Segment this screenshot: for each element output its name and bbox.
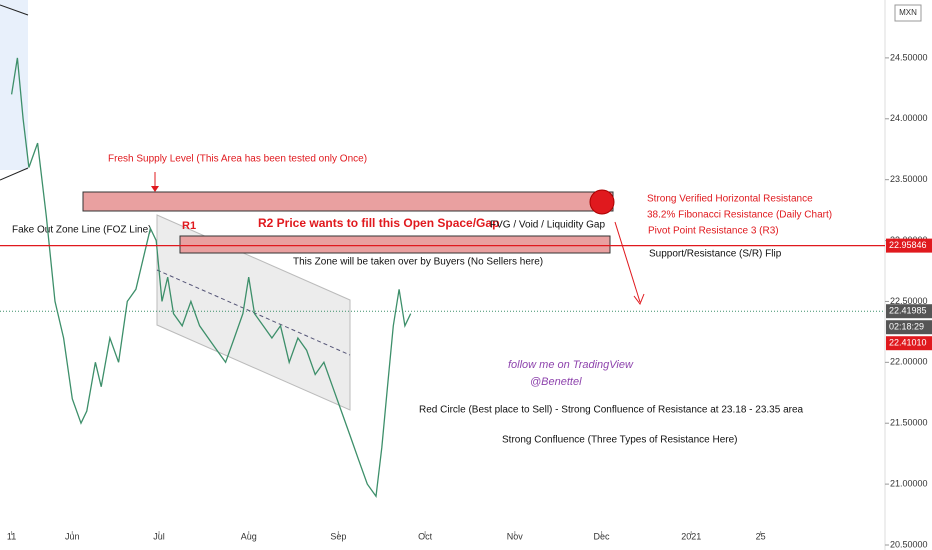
- y-tick-label: 22.50000: [890, 296, 928, 306]
- annotation: FVG / Void / Liquidity Gap: [490, 220, 605, 231]
- left-line: [0, 167, 29, 181]
- currency: MXN: [899, 8, 917, 17]
- x-tick-label: 11: [7, 531, 16, 541]
- channel-mid: [156, 269, 351, 356]
- x-tick-label: Oct: [418, 531, 433, 541]
- left-line: [0, 4, 29, 16]
- price-label-box: [886, 320, 932, 335]
- annotation: Strong Confluence (Three Types of Resist…: [502, 435, 738, 446]
- x-tick-label: 25: [756, 531, 766, 541]
- annotation: This Zone will be taken over by Buyers (…: [293, 257, 543, 268]
- gap-zone: [179, 235, 611, 254]
- y-tick-label: 24.50000: [890, 52, 928, 62]
- x-tick-label: Sep: [330, 531, 346, 541]
- annotation: 38.2% Fibonacci Resistance (Daily Chart): [647, 210, 832, 221]
- currency-box: [894, 4, 922, 22]
- arrow-head: [151, 186, 159, 192]
- price-label-box: [886, 336, 932, 351]
- x-tick-label: Dec: [594, 531, 611, 541]
- annotation: follow me on TradingView: [508, 359, 634, 371]
- price-label-box: [886, 304, 932, 319]
- annotation: R2 Price wants to fill this Open Space/G…: [258, 216, 499, 230]
- annotation: @Benettel: [530, 376, 582, 388]
- annotation: Strong Verified Horizontal Resistance: [647, 194, 813, 205]
- price-label: 22.41010: [889, 338, 927, 348]
- y-tick-label: 23.50000: [890, 174, 928, 184]
- annotation: Red Circle (Best place to Sell) - Strong…: [419, 405, 804, 416]
- y-tick-label: 24.00000: [890, 113, 928, 123]
- y-tick-label: 21.00000: [890, 478, 928, 488]
- x-tick-label: Jun: [65, 531, 80, 541]
- x-tick-label: Nov: [507, 531, 524, 541]
- left-zone: [0, 0, 28, 170]
- price-line: [10, 57, 412, 499]
- annotation: Pivot Point Resistance 3 (R3): [648, 226, 779, 237]
- supply-zone: [82, 191, 614, 212]
- annotation: R1: [182, 220, 196, 232]
- y-tick-label: 20.50000: [890, 539, 928, 549]
- x-tick-label: 2021: [681, 531, 701, 541]
- arrow-head: [633, 293, 645, 306]
- red-circle: [589, 189, 615, 215]
- x-tick-label: Jul: [153, 531, 165, 541]
- price-label-box: [886, 238, 932, 253]
- annotation: Support/Resistance (S/R) Flip: [649, 249, 782, 260]
- y-tick-label: 22.00000: [890, 357, 928, 367]
- arrow: [614, 221, 641, 303]
- price-label: 22.41985: [889, 306, 927, 316]
- x-tick-label: Aug: [241, 531, 257, 541]
- annotation: Fresh Supply Level (This Area has been t…: [108, 154, 367, 165]
- price-label: 02:18:29: [889, 322, 924, 332]
- y-tick-label: 21.50000: [890, 418, 928, 428]
- annotation: Fake Out Zone Line (FOZ Line): [12, 225, 152, 236]
- price-label: 22.95846: [889, 240, 927, 250]
